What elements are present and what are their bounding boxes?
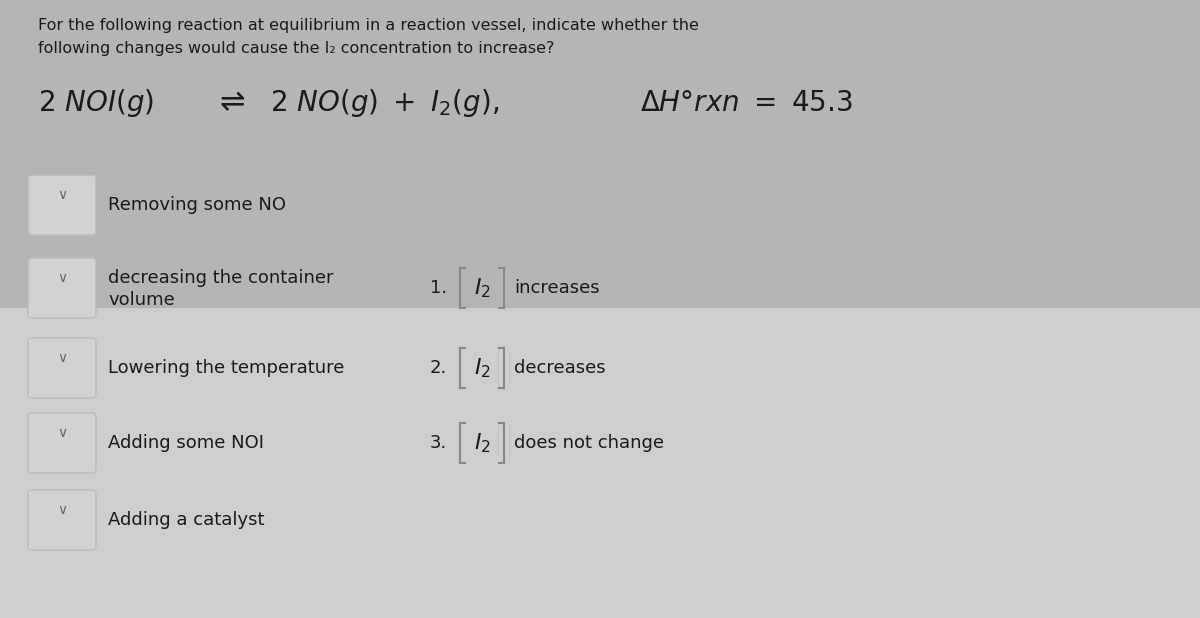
- Text: ∨: ∨: [56, 271, 67, 285]
- Text: 2.: 2.: [430, 359, 448, 377]
- Text: ∨: ∨: [56, 351, 67, 365]
- Text: ∨: ∨: [56, 188, 67, 202]
- Text: does not change: does not change: [514, 434, 664, 452]
- Text: $\mathit{2}\ \mathit{NOI(g)}$: $\mathit{2}\ \mathit{NOI(g)}$: [38, 87, 155, 119]
- FancyBboxPatch shape: [28, 338, 96, 398]
- Text: 1.: 1.: [430, 279, 448, 297]
- Text: decreasing the container: decreasing the container: [108, 269, 334, 287]
- Text: ∨: ∨: [56, 426, 67, 440]
- FancyBboxPatch shape: [28, 175, 96, 235]
- Text: ∨: ∨: [56, 503, 67, 517]
- Text: 3.: 3.: [430, 434, 448, 452]
- Text: Removing some NO: Removing some NO: [108, 196, 286, 214]
- Text: Adding a catalyst: Adding a catalyst: [108, 511, 264, 529]
- Text: $I_2$: $I_2$: [474, 431, 491, 455]
- Text: increases: increases: [514, 279, 600, 297]
- FancyBboxPatch shape: [28, 258, 96, 318]
- Text: volume: volume: [108, 291, 175, 309]
- FancyBboxPatch shape: [28, 490, 96, 550]
- Text: following changes would cause the I₂ concentration to increase?: following changes would cause the I₂ con…: [38, 41, 554, 56]
- Text: Lowering the temperature: Lowering the temperature: [108, 359, 344, 377]
- Text: $\rightleftharpoons$: $\rightleftharpoons$: [214, 88, 246, 117]
- Bar: [0, 308, 1200, 618]
- FancyBboxPatch shape: [28, 413, 96, 473]
- Text: $\mathit{2}\ \mathit{NO(g)}\ +\ \mathit{I_2(g)},$: $\mathit{2}\ \mathit{NO(g)}\ +\ \mathit{…: [270, 87, 499, 119]
- Text: Adding some NOI: Adding some NOI: [108, 434, 264, 452]
- Text: $I_2$: $I_2$: [474, 276, 491, 300]
- Text: $I_2$: $I_2$: [474, 356, 491, 380]
- Text: $\Delta H\degree rxn\ =\ 45.3$: $\Delta H\degree rxn\ =\ 45.3$: [640, 89, 853, 117]
- Bar: [0, 0, 1200, 308]
- Text: decreases: decreases: [514, 359, 606, 377]
- Text: For the following reaction at equilibrium in a reaction vessel, indicate whether: For the following reaction at equilibriu…: [38, 18, 698, 33]
